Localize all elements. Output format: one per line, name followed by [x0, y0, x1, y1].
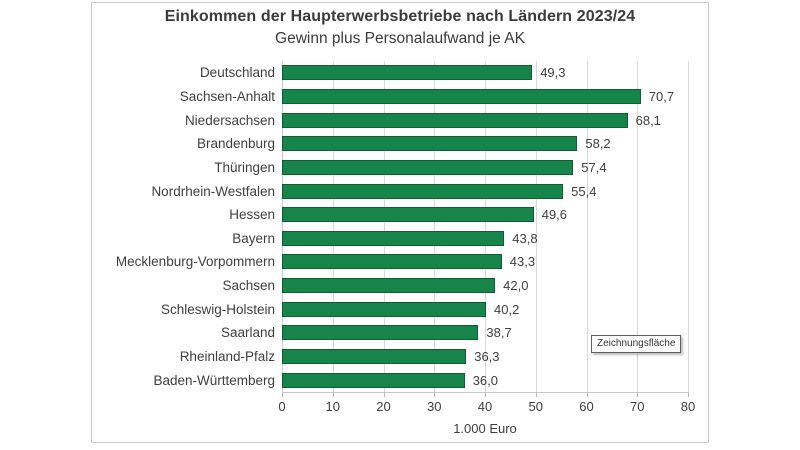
- bar: [282, 207, 534, 223]
- category-label: Sachsen: [222, 278, 275, 294]
- x-axis-tick: [383, 393, 385, 397]
- bar: [282, 230, 505, 246]
- chart-subtitle: Gewinn plus Personalaufwand je AK: [275, 30, 525, 47]
- bar-row: 40,2: [282, 297, 688, 321]
- x-axis-tick: [434, 393, 436, 397]
- plot-area[interactable]: 49,3 70,7 68,1 58,2 57,4 55,4 49,6 43,8 43,3 42,0…: [282, 61, 689, 392]
- x-axis-tick-label: 80: [680, 399, 696, 414]
- bar: [282, 301, 487, 317]
- vertical-gridline: [434, 61, 436, 392]
- bar-value-label: 55,4: [571, 183, 597, 199]
- x-axis-tick-label: 20: [376, 399, 391, 414]
- bar-value-label: 57,4: [581, 159, 607, 175]
- category-axis-labels: Deutschland Sachsen-Anhalt Niedersachsen Br…: [92, 61, 275, 392]
- plot-area-tooltip: Zeichnungsfläche: [591, 335, 682, 353]
- bar-value-label: 40,2: [494, 301, 520, 317]
- bar-row: 49,6: [282, 203, 688, 227]
- x-axis-tick: [586, 393, 588, 397]
- bar-row: 42,0: [282, 274, 688, 298]
- category-label: Thüringen: [214, 159, 275, 175]
- plot-area-tooltip-label: Zeichnungsfläche: [597, 338, 676, 349]
- bar: [282, 325, 479, 341]
- x-axis-ticks: [282, 392, 689, 398]
- x-axis-tick-label: 40: [477, 399, 493, 414]
- x-axis-tick-label: 60: [579, 399, 594, 414]
- category-label: Rheinland-Pfalz: [179, 349, 275, 364]
- bar-value-label: 58,2: [585, 136, 611, 152]
- x-axis-title: 1.000 Euro: [453, 421, 517, 436]
- category-axis-line: [282, 61, 283, 392]
- bar-value-label: 42,0: [503, 278, 529, 294]
- x-axis-tick: [535, 393, 537, 397]
- bar-value-label: 43,8: [512, 230, 538, 246]
- bar-row: 43,8: [282, 226, 688, 250]
- category-label: Nordrhein-Westfalen: [151, 183, 275, 199]
- category-label: Hessen: [229, 207, 275, 223]
- bar-value-label: 43,3: [509, 254, 536, 270]
- vertical-gridline: [383, 61, 385, 392]
- bar-row: 70,7: [282, 85, 688, 109]
- x-axis-tick: [282, 393, 283, 397]
- bar-value-label: 38,7: [486, 325, 512, 341]
- bar: [282, 65, 533, 81]
- x-axis-tick-label: 70: [630, 399, 645, 414]
- category-label: Baden-Württemberg: [153, 372, 275, 388]
- vertical-gridline: [535, 61, 537, 392]
- bar-row: 36,3: [282, 345, 688, 369]
- bar-row: 68,1: [282, 108, 688, 132]
- x-axis-tick: [637, 393, 639, 397]
- bar-value-label: 70,7: [648, 88, 675, 104]
- bar: [282, 372, 465, 388]
- bar-row: 36,0: [282, 368, 688, 392]
- x-axis-tick-label: 50: [528, 399, 543, 414]
- vertical-gridline: [637, 61, 639, 392]
- category-label: Sachsen-Anhalt: [179, 88, 275, 104]
- bar-row: 49,3: [282, 61, 688, 85]
- category-label: Niedersachsen: [184, 112, 275, 128]
- bar-row: 38,7: [282, 321, 688, 345]
- x-axis-tick-labels: 0 10 20 30 40 50 60 70 80: [278, 399, 695, 415]
- vertical-gridline: [332, 61, 334, 392]
- bar: [282, 349, 467, 364]
- bar-value-label: 49,6: [541, 207, 568, 223]
- category-label: Mecklenburg-Vorpommern: [115, 254, 275, 270]
- category-label: Deutschland: [199, 65, 275, 81]
- chart-title: Einkommen der Haupterwerbsbetriebe nach …: [164, 8, 636, 25]
- x-axis-tick: [485, 393, 486, 397]
- vertical-gridline: [688, 61, 689, 392]
- x-axis-tick-label: 30: [427, 399, 442, 414]
- category-label: Saarland: [220, 325, 275, 341]
- bar-rows: 49,3 70,7 68,1 58,2 57,4 55,4 49,6 43,8 43,3 42,0…: [282, 61, 688, 392]
- category-label: Bayern: [232, 230, 275, 246]
- vertical-gridline: [485, 61, 486, 392]
- x-axis-tick: [688, 393, 689, 397]
- bar-row: 58,2: [282, 132, 688, 156]
- bar: [282, 278, 496, 294]
- bar-value-label: 49,3: [540, 65, 566, 81]
- bar-row: 57,4: [282, 156, 688, 180]
- x-axis-tick-label: 0: [278, 399, 286, 414]
- bar: [282, 159, 574, 175]
- bar-value-label: 36,3: [474, 349, 500, 364]
- vertical-gridline: [586, 61, 588, 392]
- x-axis-tick: [332, 393, 334, 397]
- bar: [282, 112, 628, 128]
- x-axis-tick-label: 10: [325, 399, 340, 414]
- bar: [282, 254, 502, 270]
- chart-area[interactable]: Einkommen der Haupterwerbsbetriebe nach …: [91, 2, 709, 443]
- bar: [282, 88, 641, 104]
- bar: [282, 183, 564, 199]
- bar-row: 43,3: [282, 250, 688, 274]
- bar-row: 55,4: [282, 179, 688, 203]
- bar: [282, 136, 578, 152]
- category-label: Brandenburg: [196, 136, 275, 152]
- category-label: Schleswig-Holstein: [160, 301, 275, 317]
- bar-value-label: 68,1: [635, 112, 661, 128]
- bar-value-label: 36,0: [472, 372, 498, 388]
